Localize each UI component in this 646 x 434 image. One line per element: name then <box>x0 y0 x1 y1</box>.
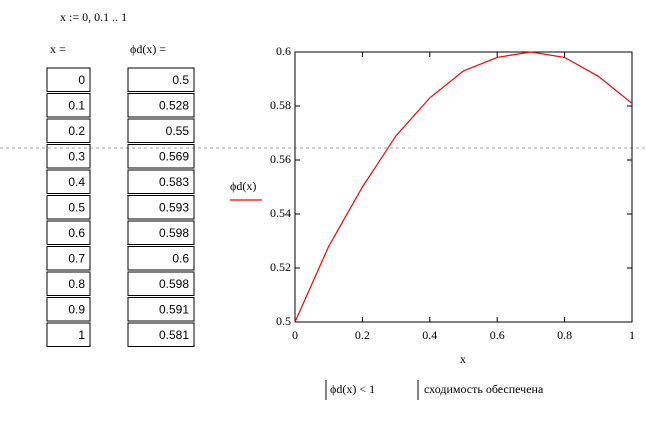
table-value: 0.9 <box>68 302 85 316</box>
table-cell <box>46 271 91 296</box>
table-value: 0.5 <box>172 73 189 87</box>
table-cell <box>46 144 91 169</box>
table-value: 0.2 <box>68 124 85 138</box>
legend-label: ϕd(x) <box>230 179 256 193</box>
table-value: 0.593 <box>159 200 189 214</box>
table-value: 1 <box>78 328 85 342</box>
x-tick-label: 0.6 <box>490 328 505 342</box>
table-value: 0.5 <box>68 200 85 214</box>
table-value: 0.569 <box>159 149 189 163</box>
y-tick-label: 0.58 <box>270 98 291 112</box>
y-tick-label: 0.56 <box>270 152 291 166</box>
table-value: 0.7 <box>68 251 85 265</box>
table-cell <box>127 118 195 143</box>
table-cell <box>127 322 195 347</box>
x-tick-label: 0 <box>292 328 298 342</box>
table-cell <box>46 195 91 220</box>
table-cell <box>127 93 195 118</box>
table-value: 0.598 <box>159 226 189 240</box>
y-tick-label: 0.52 <box>270 260 291 274</box>
table-value: 0.1 <box>68 98 85 112</box>
y-tick-label: 0.6 <box>276 44 291 58</box>
table-cell <box>127 246 195 271</box>
x-tick-label: 1 <box>629 328 635 342</box>
table-cell <box>46 93 91 118</box>
data-line <box>294 51 633 323</box>
table-value: 0.528 <box>159 98 189 112</box>
table-cell <box>46 246 91 271</box>
table-cell <box>127 195 195 220</box>
table-cell <box>127 144 195 169</box>
y-tick-label: 0.5 <box>276 314 291 328</box>
table-value: 0.4 <box>68 175 85 189</box>
table-value: 0.8 <box>68 277 85 291</box>
table-cell <box>127 297 195 322</box>
table-cell <box>46 118 91 143</box>
table-value: 0.598 <box>159 277 189 291</box>
table-value: 0.6 <box>68 226 85 240</box>
table-value: 0.581 <box>159 328 189 342</box>
range-definition: x := 0, 0.1 .. 1 <box>60 10 127 24</box>
table-cell <box>46 67 91 92</box>
x-tick-label: 0.4 <box>422 328 437 342</box>
table-cell <box>46 297 91 322</box>
table-cell <box>127 169 195 194</box>
table-cell <box>127 67 195 92</box>
plot-frame <box>294 51 633 323</box>
table-value: 0.583 <box>159 175 189 189</box>
x-axis-label: x <box>460 352 466 366</box>
table-value: 0.6 <box>172 251 189 265</box>
x-tick-label: 0.8 <box>557 328 572 342</box>
table-value: 0.591 <box>159 302 189 316</box>
table-cell <box>46 220 91 245</box>
y-tick-label: 0.54 <box>270 206 291 220</box>
table-cell <box>127 271 195 296</box>
table-header: ϕd(x) = <box>130 42 166 56</box>
table-value: 0 <box>78 73 85 87</box>
condition-text: сходимость обеспечена <box>424 382 544 396</box>
table-cell <box>127 220 195 245</box>
condition-expression: ϕd(x) < 1 <box>330 382 375 396</box>
table-cell <box>46 169 91 194</box>
table-header: x = <box>50 42 66 56</box>
x-tick-label: 0.2 <box>355 328 370 342</box>
table-cell <box>46 322 91 347</box>
table-value: 0.55 <box>166 124 190 138</box>
table-value: 0.3 <box>68 149 85 163</box>
